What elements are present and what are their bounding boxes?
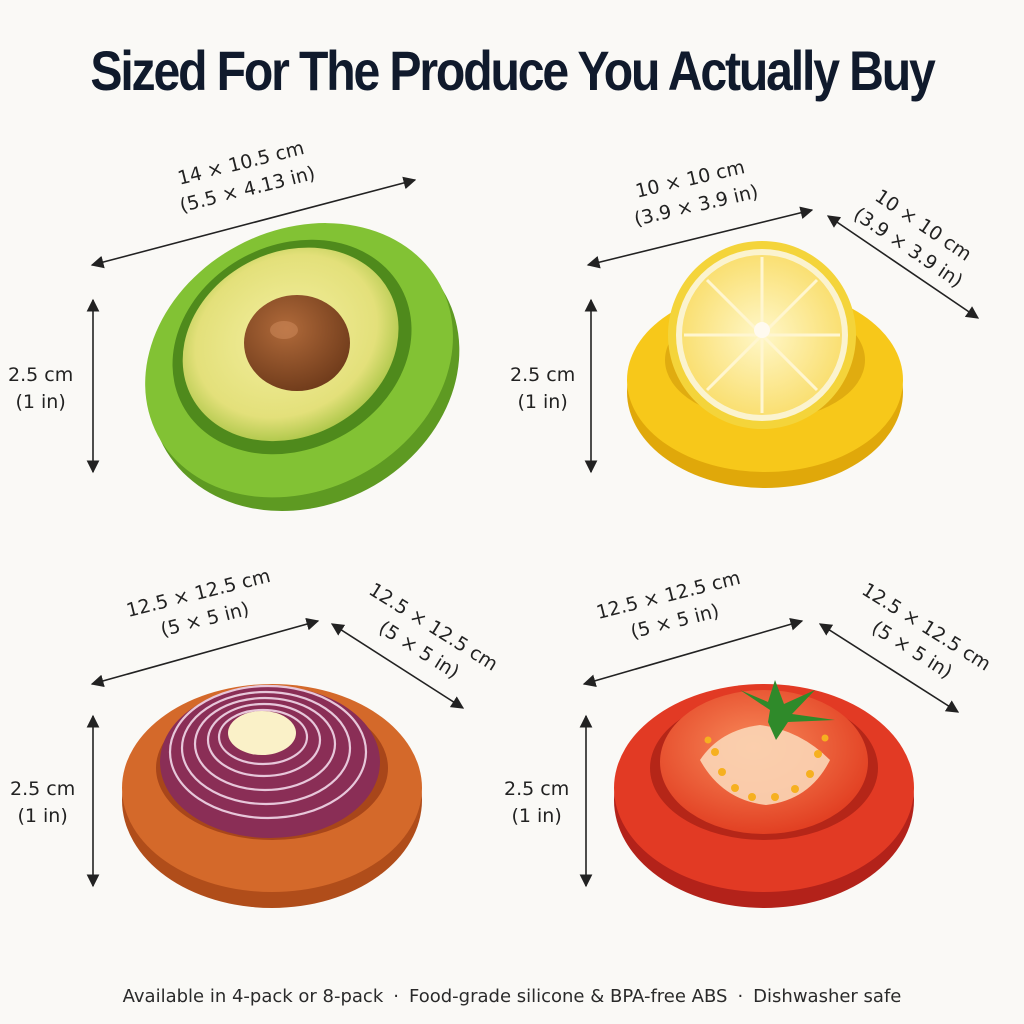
lemon-saver <box>584 206 980 488</box>
footer-material: Food-grade silicone & BPA-free ABS <box>409 986 728 1007</box>
footer-separator: · <box>737 986 744 1007</box>
footer-separator: · <box>393 986 399 1007</box>
footer-features: Available in 4-pack or 8-pack · Food-grade… <box>0 986 1024 1007</box>
tomato-saver <box>579 618 960 908</box>
footer-dishwasher: Dishwasher safe <box>753 986 902 1007</box>
footer-pack-sizes: Available in 4-pack or 8-pack <box>122 986 384 1007</box>
lemon-height-label: 2.5 cm (1 in) <box>510 364 576 413</box>
onion-saver <box>86 617 465 908</box>
avocado-saver <box>86 176 460 511</box>
tomato-height-label: 2.5 cm (1 in) <box>504 778 570 827</box>
avocado-height-label: 2.5 cm (1 in) <box>8 364 74 413</box>
onion-height-label: 2.5 cm (1 in) <box>10 778 76 827</box>
page-title: Sized For The Produce You Actually Buy <box>90 39 935 102</box>
